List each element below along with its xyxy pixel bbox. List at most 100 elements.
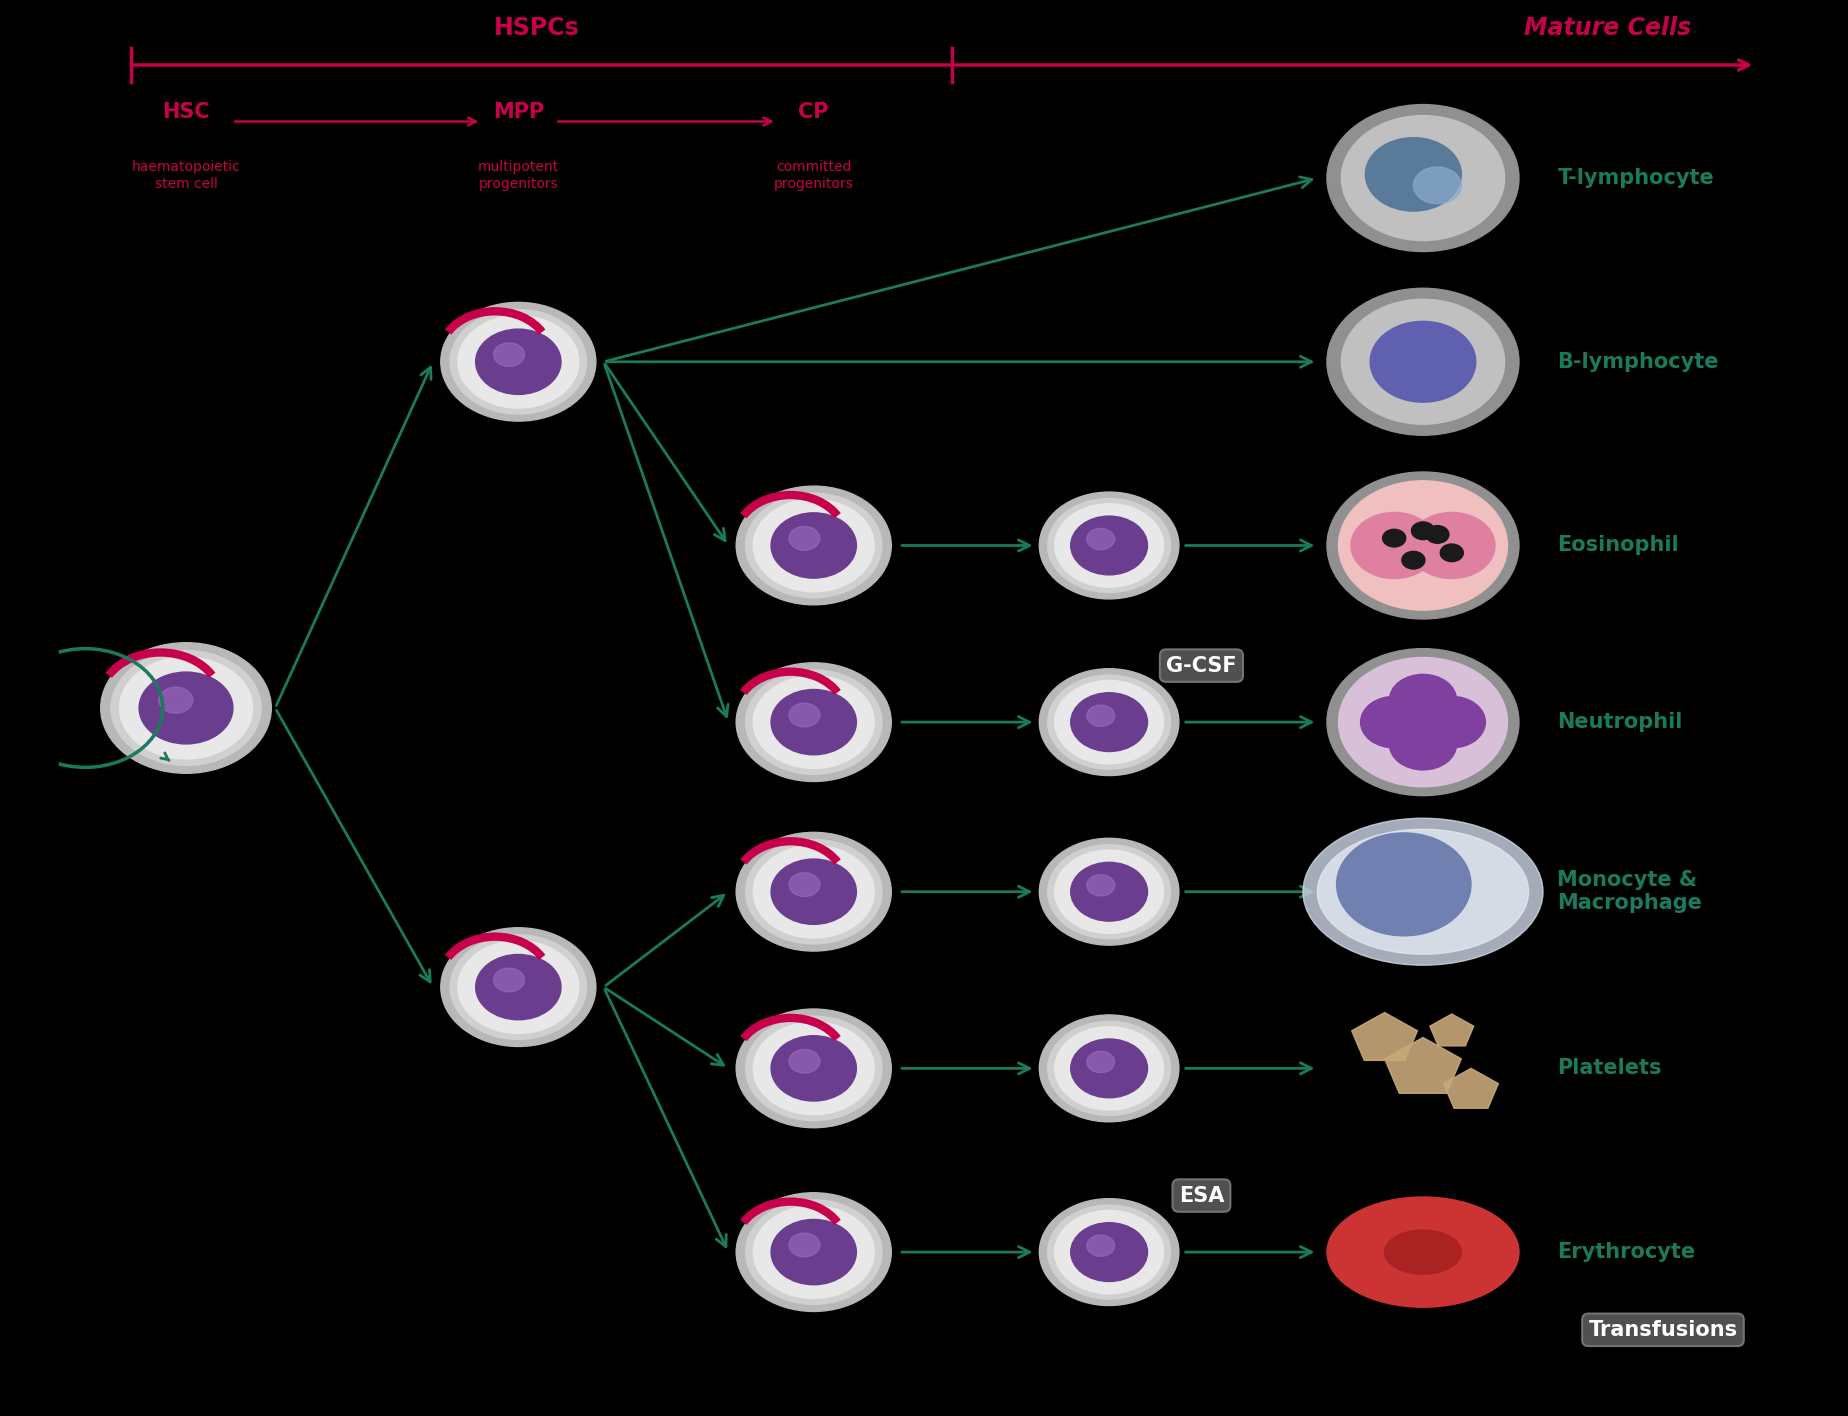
Circle shape xyxy=(1087,705,1114,726)
Circle shape xyxy=(736,1010,891,1127)
Text: HSPCs: HSPCs xyxy=(493,16,578,40)
Text: ESA: ESA xyxy=(1179,1185,1223,1205)
Circle shape xyxy=(1382,530,1404,547)
Circle shape xyxy=(493,343,525,367)
Circle shape xyxy=(736,663,891,782)
Circle shape xyxy=(1070,862,1148,920)
Circle shape xyxy=(475,954,560,1020)
Text: multipotent
progenitors: multipotent progenitors xyxy=(477,160,558,191)
Circle shape xyxy=(1369,321,1475,402)
Circle shape xyxy=(1401,551,1425,569)
Circle shape xyxy=(736,1192,891,1311)
Circle shape xyxy=(159,687,192,714)
Circle shape xyxy=(1412,167,1460,204)
Text: G-CSF: G-CSF xyxy=(1166,656,1236,675)
Circle shape xyxy=(1338,657,1506,787)
Circle shape xyxy=(1053,850,1162,933)
Circle shape xyxy=(1070,1222,1148,1281)
Circle shape xyxy=(752,845,874,937)
Text: Erythrocyte: Erythrocyte xyxy=(1556,1242,1695,1262)
Circle shape xyxy=(1388,674,1456,726)
Text: committed
progenitors: committed progenitors xyxy=(774,160,854,191)
Circle shape xyxy=(1053,1211,1162,1294)
Circle shape xyxy=(1039,491,1179,599)
Circle shape xyxy=(1425,525,1449,544)
Text: Transfusions: Transfusions xyxy=(1587,1320,1737,1340)
Text: CP: CP xyxy=(798,102,828,122)
Circle shape xyxy=(1048,498,1170,592)
Circle shape xyxy=(789,872,819,896)
Circle shape xyxy=(1070,692,1148,752)
Circle shape xyxy=(1048,845,1170,939)
Circle shape xyxy=(745,670,881,775)
Circle shape xyxy=(1410,523,1434,539)
Circle shape xyxy=(736,833,891,952)
Circle shape xyxy=(736,486,891,605)
Circle shape xyxy=(752,1022,874,1114)
Circle shape xyxy=(1070,515,1148,575)
Circle shape xyxy=(789,1233,819,1257)
Circle shape xyxy=(493,969,525,991)
Text: haematopoietic
stem cell: haematopoietic stem cell xyxy=(131,160,240,191)
Circle shape xyxy=(1087,1051,1114,1073)
Ellipse shape xyxy=(1384,1231,1460,1274)
Text: B-lymphocyte: B-lymphocyte xyxy=(1556,351,1719,372)
Circle shape xyxy=(771,1035,856,1102)
Circle shape xyxy=(752,1206,874,1298)
Circle shape xyxy=(1039,668,1179,776)
Circle shape xyxy=(111,650,261,766)
Circle shape xyxy=(440,927,595,1046)
Circle shape xyxy=(440,303,595,421)
Circle shape xyxy=(1039,1199,1179,1306)
Text: Mature Cells: Mature Cells xyxy=(1523,16,1691,40)
Circle shape xyxy=(1039,838,1179,944)
Circle shape xyxy=(789,527,819,551)
Circle shape xyxy=(1327,649,1519,796)
Text: Platelets: Platelets xyxy=(1556,1058,1661,1079)
Circle shape xyxy=(1087,528,1114,549)
Circle shape xyxy=(745,1017,881,1120)
Circle shape xyxy=(789,704,819,726)
Text: Neutrophil: Neutrophil xyxy=(1556,712,1682,732)
Circle shape xyxy=(752,675,874,769)
Ellipse shape xyxy=(1316,830,1528,954)
Circle shape xyxy=(1070,1039,1148,1097)
Ellipse shape xyxy=(1327,1197,1519,1307)
Circle shape xyxy=(789,1049,819,1073)
Circle shape xyxy=(745,840,881,944)
Circle shape xyxy=(771,513,856,578)
Circle shape xyxy=(1364,137,1460,211)
Circle shape xyxy=(745,1199,881,1304)
Circle shape xyxy=(1388,718,1456,770)
Circle shape xyxy=(1408,513,1495,579)
Circle shape xyxy=(745,493,881,598)
Circle shape xyxy=(1336,833,1471,936)
Circle shape xyxy=(449,935,586,1039)
Circle shape xyxy=(1338,481,1506,610)
Circle shape xyxy=(1440,544,1462,562)
Text: T-lymphocyte: T-lymphocyte xyxy=(1556,169,1713,188)
Circle shape xyxy=(458,940,578,1034)
Circle shape xyxy=(1053,1027,1162,1110)
Circle shape xyxy=(1327,105,1519,252)
Circle shape xyxy=(1087,875,1114,896)
Circle shape xyxy=(771,1219,856,1284)
Circle shape xyxy=(1360,697,1427,748)
Circle shape xyxy=(100,643,272,773)
Circle shape xyxy=(1403,708,1441,736)
Circle shape xyxy=(771,860,856,925)
Circle shape xyxy=(1340,116,1504,241)
Ellipse shape xyxy=(1303,818,1541,966)
Circle shape xyxy=(1039,1015,1179,1121)
Circle shape xyxy=(1351,513,1436,579)
Circle shape xyxy=(752,500,874,592)
Circle shape xyxy=(771,690,856,755)
Circle shape xyxy=(449,310,586,413)
Circle shape xyxy=(1327,289,1519,435)
Circle shape xyxy=(120,657,253,759)
Circle shape xyxy=(1340,299,1504,425)
Circle shape xyxy=(1048,675,1170,769)
Circle shape xyxy=(458,316,578,408)
Text: Monocyte &
Macrophage: Monocyte & Macrophage xyxy=(1556,869,1702,913)
Circle shape xyxy=(1053,681,1162,763)
